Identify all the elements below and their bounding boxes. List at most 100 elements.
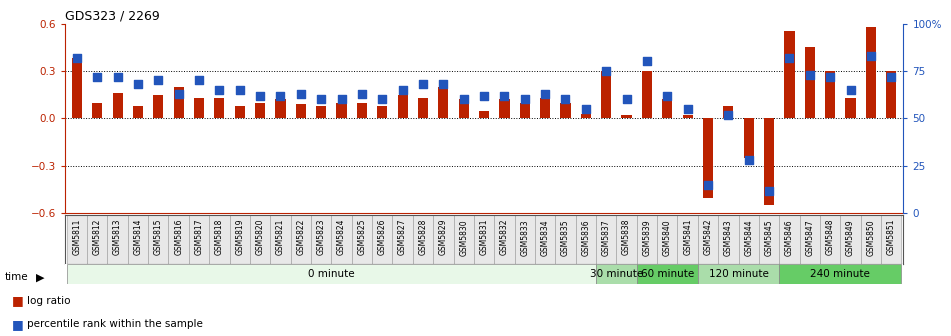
Bar — [596, 215, 616, 264]
Point — [700, 182, 715, 187]
Bar — [744, 119, 754, 158]
Text: GSM5849: GSM5849 — [846, 219, 855, 256]
Text: GSM5847: GSM5847 — [805, 219, 814, 256]
Point — [395, 87, 410, 93]
Bar — [845, 98, 856, 119]
Bar — [622, 115, 631, 119]
Bar — [779, 264, 902, 284]
Text: GSM5833: GSM5833 — [520, 219, 530, 256]
Bar — [413, 215, 433, 264]
Bar — [519, 102, 530, 119]
Point — [578, 106, 593, 112]
Text: 120 minute: 120 minute — [708, 269, 768, 279]
Bar — [337, 102, 346, 119]
Bar — [698, 264, 779, 284]
Point — [639, 59, 654, 64]
Point — [660, 93, 675, 98]
Text: GSM5812: GSM5812 — [93, 219, 102, 255]
Text: GSM5825: GSM5825 — [358, 219, 366, 255]
Bar — [825, 71, 835, 119]
Bar — [393, 215, 413, 264]
Text: GSM5831: GSM5831 — [479, 219, 489, 255]
Bar — [800, 215, 820, 264]
Bar — [148, 215, 168, 264]
Bar — [229, 215, 250, 264]
Text: GSM5826: GSM5826 — [378, 219, 387, 255]
Bar — [189, 215, 209, 264]
Text: 0 minute: 0 minute — [308, 269, 355, 279]
Text: GSM5814: GSM5814 — [133, 219, 143, 255]
Bar — [270, 215, 291, 264]
Text: GSM5837: GSM5837 — [602, 219, 611, 256]
Bar — [535, 215, 555, 264]
Bar — [331, 215, 352, 264]
Text: GSM5830: GSM5830 — [459, 219, 468, 256]
Point — [721, 112, 736, 117]
Text: GSM5822: GSM5822 — [297, 219, 305, 255]
Bar — [209, 215, 229, 264]
Text: GSM5829: GSM5829 — [438, 219, 448, 255]
Bar — [514, 215, 535, 264]
Bar — [438, 87, 449, 119]
Bar — [214, 98, 224, 119]
Bar — [683, 115, 692, 119]
Text: GSM5828: GSM5828 — [418, 219, 428, 255]
Bar — [276, 99, 285, 119]
Text: percentile rank within the sample: percentile rank within the sample — [27, 319, 203, 329]
Bar — [555, 215, 575, 264]
Bar — [153, 95, 164, 119]
Text: GSM5821: GSM5821 — [276, 219, 285, 255]
Bar — [255, 102, 265, 119]
Point — [537, 91, 553, 96]
Bar — [805, 47, 815, 119]
Text: 30 minute: 30 minute — [590, 269, 643, 279]
Point — [517, 97, 533, 102]
Text: GSM5836: GSM5836 — [581, 219, 591, 256]
Text: GSM5823: GSM5823 — [317, 219, 325, 255]
Bar — [637, 264, 698, 284]
Point — [416, 82, 431, 87]
Bar — [194, 98, 204, 119]
Text: time: time — [5, 272, 29, 282]
Bar — [67, 264, 596, 284]
Point — [496, 93, 512, 98]
Point — [89, 74, 105, 79]
Bar — [718, 215, 739, 264]
Bar — [499, 99, 510, 119]
Bar — [71, 58, 82, 119]
Text: GSM5818: GSM5818 — [215, 219, 223, 255]
Text: log ratio: log ratio — [27, 296, 70, 306]
Text: GSM5838: GSM5838 — [622, 219, 631, 255]
Bar — [657, 215, 677, 264]
Text: GSM5811: GSM5811 — [72, 219, 82, 255]
Point — [191, 78, 206, 83]
Text: GSM5816: GSM5816 — [174, 219, 184, 255]
Bar — [454, 215, 474, 264]
Bar — [581, 114, 591, 119]
Bar — [92, 102, 103, 119]
Text: ■: ■ — [11, 318, 23, 331]
Bar — [886, 71, 897, 119]
Bar — [785, 32, 794, 119]
Text: GSM5813: GSM5813 — [113, 219, 122, 255]
Text: GSM5827: GSM5827 — [398, 219, 407, 255]
Text: GSM5832: GSM5832 — [500, 219, 509, 255]
Point — [864, 53, 879, 58]
Text: GSM5835: GSM5835 — [561, 219, 570, 256]
Point — [476, 93, 492, 98]
Bar — [458, 99, 469, 119]
Text: GSM5817: GSM5817 — [195, 219, 204, 255]
Text: GDS323 / 2269: GDS323 / 2269 — [65, 9, 160, 23]
Point — [823, 74, 838, 79]
Text: GSM5815: GSM5815 — [154, 219, 163, 255]
Point — [150, 78, 165, 83]
Bar — [67, 215, 87, 264]
Bar — [112, 93, 123, 119]
Text: GSM5844: GSM5844 — [745, 219, 753, 256]
Bar — [637, 215, 657, 264]
Text: GSM5851: GSM5851 — [886, 219, 896, 255]
Point — [741, 158, 756, 163]
Bar — [357, 102, 367, 119]
Bar — [495, 215, 514, 264]
Bar — [642, 71, 652, 119]
